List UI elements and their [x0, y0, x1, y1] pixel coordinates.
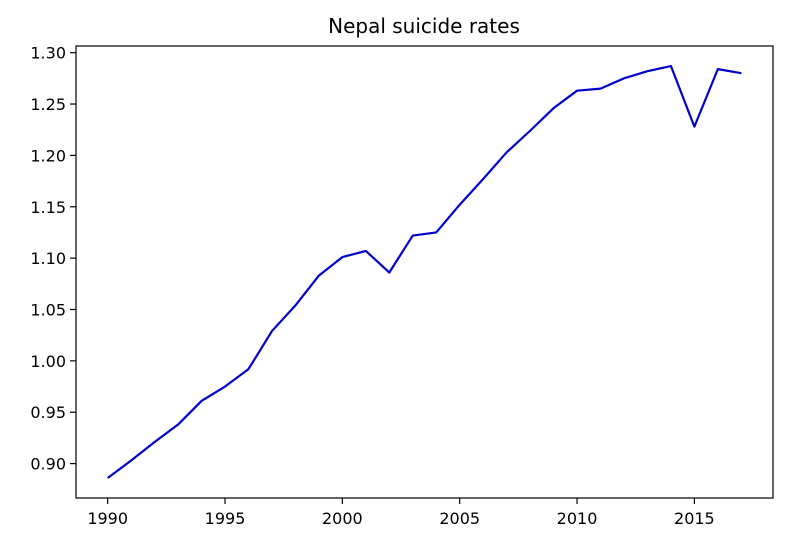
y-tick-label: 0.95 — [30, 403, 66, 422]
y-tick-label: 1.15 — [30, 198, 66, 217]
x-axis: 1990 1995 2000 2005 2010 2015 — [87, 498, 715, 528]
y-tick-label: 1.30 — [30, 44, 66, 63]
x-tick-label: 2015 — [674, 509, 715, 528]
y-tick-label: 0.90 — [30, 455, 66, 474]
y-tick-label: 1.00 — [30, 352, 66, 371]
chart-title: Nepal suicide rates — [328, 14, 520, 38]
x-tick-label: 2010 — [557, 509, 598, 528]
x-tick-label: 1990 — [87, 509, 128, 528]
plot-frame — [75, 45, 774, 499]
series-line — [107, 64, 742, 479]
y-axis: 0.90 0.95 1.00 1.05 1.10 1.15 1.20 1.25 1.30 — [30, 44, 76, 474]
x-tick-label: 2000 — [322, 509, 363, 528]
x-tick-label: 1995 — [205, 509, 246, 528]
y-tick-label: 1.10 — [30, 249, 66, 268]
plot-area — [107, 64, 742, 479]
y-tick-label: 1.25 — [30, 95, 66, 114]
x-tick-label: 2005 — [439, 509, 480, 528]
y-tick-label: 1.20 — [30, 146, 66, 165]
y-tick-label: 1.05 — [30, 300, 66, 319]
